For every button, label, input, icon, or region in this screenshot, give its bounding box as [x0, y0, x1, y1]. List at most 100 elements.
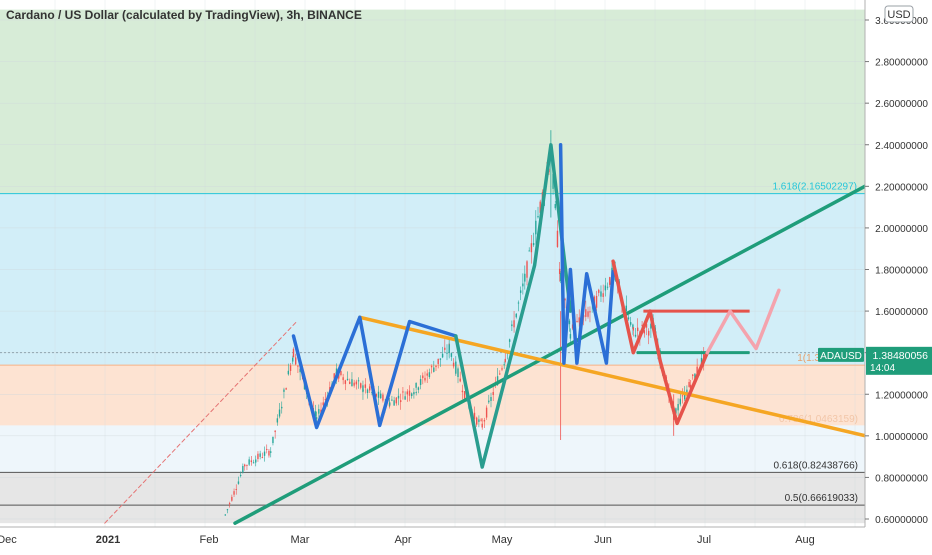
candle-body: [604, 285, 607, 291]
candle-body: [508, 339, 511, 342]
zone-light: [0, 425, 865, 473]
candle-body: [675, 408, 677, 414]
candle-body: [292, 348, 295, 358]
candle-body: [287, 370, 290, 375]
candle-body: [246, 464, 248, 466]
wave-red-wave[interactable]: [611, 259, 710, 426]
candle-body: [252, 462, 255, 464]
candle-body: [299, 368, 301, 373]
currency-badge[interactable]: USD: [884, 5, 914, 23]
candle-body: [632, 327, 634, 331]
candle-body: [437, 358, 439, 364]
candle-body: [587, 311, 589, 317]
candle-body: [694, 373, 696, 380]
candle-body: [281, 406, 283, 409]
candle-body: [559, 273, 562, 282]
candle-body: [333, 373, 335, 379]
candle-body: [266, 448, 268, 450]
candle-body: [524, 273, 526, 282]
wave-blue-wave[interactable]: [291, 315, 458, 430]
candle-body: [528, 250, 530, 252]
candle-body: [450, 353, 453, 357]
candle-body: [257, 453, 259, 460]
candle-body: [261, 457, 264, 459]
trendline-resistance-downtrend[interactable]: [358, 315, 894, 444]
wave-pink-projection[interactable]: [705, 288, 781, 355]
candle-body: [322, 402, 324, 406]
candle-body: [492, 392, 494, 396]
candle-body: [242, 466, 244, 473]
candle-body: [648, 330, 650, 336]
candle-body: [285, 388, 287, 390]
candle-body: [513, 320, 515, 328]
candle-body: [488, 400, 490, 403]
candle-body: [375, 394, 378, 397]
candle-body: [606, 286, 609, 288]
candle-body: [490, 397, 492, 401]
candle-body: [292, 357, 294, 362]
candle-body: [473, 412, 476, 420]
time-axis[interactable]: Dec 2021 Feb Mar Apr May Jun Jul Aug: [0, 526, 932, 550]
candle-body: [650, 323, 652, 329]
time-tick-label: Jun: [594, 534, 612, 546]
candle-body: [357, 380, 360, 382]
candle-body: [578, 317, 580, 323]
candle-body: [634, 334, 637, 337]
candle-body: [226, 509, 229, 511]
candle-body: [444, 347, 446, 350]
candle-body: [643, 330, 645, 334]
candle-body: [224, 514, 226, 516]
price-axis-bg: [865, 0, 932, 550]
candle-body: [476, 417, 478, 425]
time-tick-label: Aug: [795, 534, 815, 546]
candle-body: [503, 364, 505, 366]
candle-body: [692, 374, 694, 376]
candle-body: [402, 391, 404, 393]
price-tick-label: 2.60000000: [875, 99, 928, 110]
candle-body: [314, 411, 317, 417]
candle-body: [439, 358, 442, 360]
candle-body: [501, 368, 503, 370]
candle-body: [391, 399, 393, 401]
trendline-prior-projection[interactable]: [104, 320, 298, 524]
candle-body: [428, 372, 431, 378]
price-tick-label: 0.60000000: [875, 515, 928, 526]
candle-body: [441, 353, 444, 358]
candle-body: [522, 283, 524, 287]
candle-body: [645, 323, 648, 328]
candle-body: [585, 309, 587, 317]
candle-body: [419, 379, 422, 385]
candle-body: [360, 383, 362, 388]
candle-body: [422, 375, 424, 379]
candle-body: [568, 320, 571, 325]
candle-body: [389, 402, 391, 406]
time-tick-label: Jul: [697, 534, 711, 546]
drawing-layer: [104, 143, 894, 525]
candle-body: [289, 365, 292, 371]
candle-body: [278, 409, 281, 417]
wave-teal-wave[interactable]: [454, 143, 573, 469]
candle-body: [519, 290, 522, 293]
candle-body: [426, 373, 428, 376]
wave-blue-wave-2[interactable]: [558, 143, 615, 365]
candle-body: [364, 384, 367, 388]
fib-label-0618: 0.618(0.82438766): [773, 460, 858, 471]
candle-body: [455, 361, 457, 374]
candle-body: [355, 381, 358, 385]
candle-body: [250, 460, 253, 463]
price-axis[interactable]: 0.60000000 0.80000000 1.00000000 1.20000000…: [864, 0, 932, 550]
candle-body: [600, 291, 602, 297]
candle-body: [485, 407, 488, 418]
currency-badge-text: USD: [887, 9, 910, 21]
candle-body: [248, 459, 250, 465]
candle-body: [344, 380, 347, 384]
candle-body: [415, 392, 417, 394]
candle-body: [576, 320, 578, 322]
candle-countdown-text: 14:04: [870, 363, 895, 374]
candle-body: [268, 450, 270, 456]
chart-title: Cardano / US Dollar (calculated by Tradi…: [6, 8, 362, 22]
candle-body: [377, 391, 380, 398]
time-tick-label: Feb: [200, 534, 219, 546]
